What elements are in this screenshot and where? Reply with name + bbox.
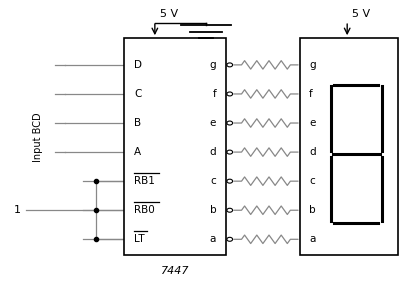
Text: e: e (210, 118, 216, 128)
Bar (300, 38, 398, 255)
Text: LT: LT (134, 234, 145, 244)
Text: f: f (309, 89, 313, 99)
Text: A: A (134, 147, 141, 157)
Bar (124, 38, 227, 255)
Text: B: B (134, 118, 141, 128)
Text: RB1: RB1 (134, 176, 155, 186)
Text: C: C (134, 89, 142, 99)
Text: c: c (309, 176, 315, 186)
Text: d: d (309, 147, 316, 157)
Text: RB0: RB0 (134, 205, 155, 215)
Text: e: e (309, 118, 316, 128)
Text: g: g (309, 60, 316, 70)
Text: Input BCD: Input BCD (33, 112, 43, 162)
Text: b: b (309, 205, 316, 215)
Text: a: a (210, 234, 216, 244)
Text: g: g (210, 60, 216, 70)
Text: d: d (210, 147, 216, 157)
Text: 5 V: 5 V (352, 9, 370, 19)
Text: 7447: 7447 (161, 266, 190, 276)
Text: D: D (134, 60, 143, 70)
Text: b: b (210, 205, 216, 215)
Text: a: a (309, 234, 316, 244)
Text: 1: 1 (14, 205, 21, 215)
Text: 5 V: 5 V (160, 9, 178, 19)
Text: c: c (211, 176, 216, 186)
Text: f: f (213, 89, 216, 99)
